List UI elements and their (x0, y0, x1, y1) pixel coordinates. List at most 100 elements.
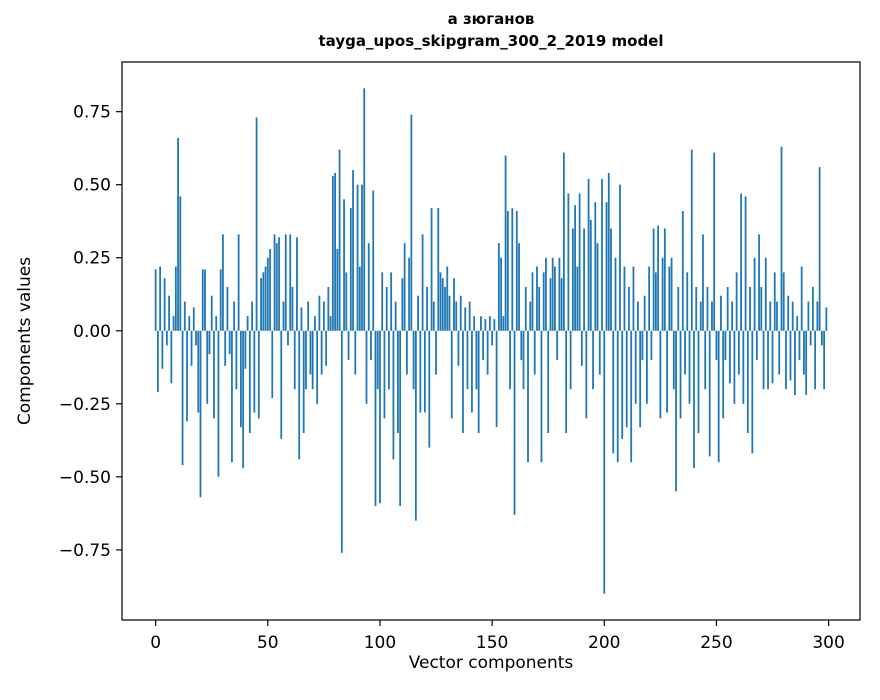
bar (746, 330, 749, 434)
bar (482, 330, 485, 360)
bar (679, 330, 682, 419)
bar (724, 330, 727, 360)
bar (670, 257, 673, 331)
bar (758, 234, 760, 331)
bar (693, 330, 695, 469)
y-axis-ticks: −0.75 −0.50 −0.25 0.00 0.25 0.50 0.75 (59, 103, 122, 561)
bar (305, 330, 307, 390)
y-tick-label: −0.25 (59, 395, 111, 415)
bar (190, 330, 193, 366)
bar (798, 330, 801, 360)
bar (358, 266, 361, 331)
bar (233, 301, 236, 331)
bar (291, 286, 294, 331)
bar (278, 237, 280, 331)
bar (183, 301, 186, 331)
bar (749, 286, 751, 331)
bar (681, 210, 684, 331)
bar (540, 330, 543, 463)
bar (654, 272, 657, 331)
bar (536, 266, 538, 331)
bar (314, 316, 316, 331)
y-tick-label: −0.50 (59, 468, 111, 488)
bar (524, 286, 527, 331)
bar (289, 234, 292, 331)
bar (354, 330, 357, 375)
bar (450, 330, 453, 419)
bar (764, 257, 767, 331)
bar (780, 146, 783, 331)
bar (825, 307, 828, 331)
bar (509, 330, 511, 390)
bar (156, 330, 159, 393)
bar (556, 330, 559, 360)
bar (704, 330, 707, 390)
bar (549, 278, 552, 331)
bar (197, 330, 200, 413)
bar (217, 330, 220, 477)
bar (343, 199, 345, 331)
bar (625, 330, 628, 428)
bar (733, 330, 736, 404)
bar (192, 307, 195, 331)
bar (224, 330, 227, 366)
bar (480, 316, 482, 331)
bar (522, 330, 525, 390)
bar (253, 330, 256, 413)
bar (428, 330, 431, 448)
y-tick-label: 0.00 (73, 322, 111, 342)
bar (163, 278, 166, 331)
bar (372, 190, 375, 331)
bar (583, 228, 585, 331)
bar (814, 330, 817, 390)
bar (616, 330, 619, 463)
bar (661, 257, 664, 331)
bar (580, 330, 583, 366)
bar (439, 272, 442, 331)
bar (715, 330, 718, 360)
bar (435, 330, 437, 375)
bar (632, 266, 635, 331)
bar (338, 149, 341, 331)
bar (630, 330, 633, 463)
bar (500, 257, 502, 331)
bar (688, 330, 691, 404)
bar (213, 330, 215, 419)
bar (589, 219, 592, 331)
bar (486, 330, 489, 375)
bar (565, 330, 568, 434)
bar (340, 330, 343, 553)
bar (619, 184, 621, 331)
bar (477, 330, 480, 434)
bar (174, 266, 177, 331)
bar (720, 295, 722, 331)
bar (419, 330, 422, 413)
bar (560, 278, 563, 331)
bar (742, 330, 745, 404)
bar (495, 330, 498, 428)
bar (652, 228, 655, 331)
bar (782, 272, 785, 331)
bar (417, 295, 419, 331)
bar (621, 330, 624, 439)
bar (336, 248, 339, 331)
bar (778, 330, 781, 375)
bar (219, 269, 222, 331)
bar (226, 286, 229, 331)
bar (237, 234, 240, 331)
bar (520, 330, 523, 360)
bar (493, 319, 496, 331)
bar (612, 330, 615, 454)
bar (675, 330, 677, 492)
bar (513, 330, 516, 515)
bar (269, 248, 271, 331)
bar (228, 330, 231, 355)
bar (551, 257, 554, 331)
bar (379, 330, 381, 504)
bar (251, 301, 253, 331)
bar (755, 330, 758, 360)
bar (327, 286, 330, 331)
bar (773, 272, 776, 331)
bar (529, 301, 532, 331)
